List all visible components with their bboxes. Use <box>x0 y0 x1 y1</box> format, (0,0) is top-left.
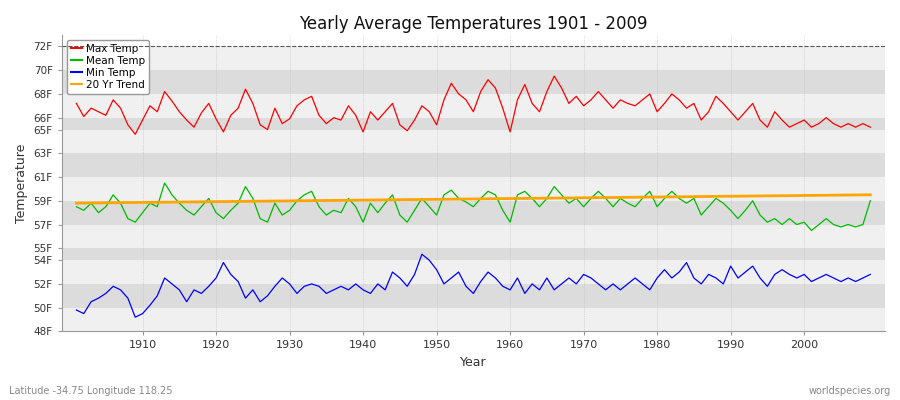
Max Temp <box>512 98 523 102</box>
Bar <box>62 177 885 201</box>
Bar <box>62 118 885 130</box>
Max Temp <box>343 104 354 108</box>
Min Temp <box>71 308 82 312</box>
20 Yr Trend <box>865 192 876 197</box>
Bar <box>62 46 885 70</box>
Bar <box>62 94 885 118</box>
Bar <box>62 70 885 94</box>
Line: Mean Temp: Mean Temp <box>76 183 870 230</box>
20 Yr Trend <box>498 196 508 201</box>
Max Temp <box>549 74 560 78</box>
Bar <box>62 308 885 332</box>
Bar <box>62 130 885 153</box>
Max Temp <box>865 125 876 130</box>
Min Temp <box>130 315 140 320</box>
Min Temp <box>608 282 618 286</box>
20 Yr Trend <box>593 195 604 200</box>
20 Yr Trend <box>292 198 302 203</box>
Mean Temp <box>512 192 523 197</box>
Min Temp <box>299 284 310 289</box>
Legend: Max Temp, Mean Temp, Min Temp, 20 Yr Trend: Max Temp, Mean Temp, Min Temp, 20 Yr Tre… <box>67 40 149 94</box>
Min Temp <box>512 276 523 280</box>
Mean Temp <box>343 196 354 201</box>
20 Yr Trend <box>71 201 82 206</box>
Bar <box>62 201 885 224</box>
Line: 20 Yr Trend: 20 Yr Trend <box>76 195 870 203</box>
Min Temp <box>417 252 428 257</box>
Max Temp <box>137 118 148 122</box>
Y-axis label: Temperature: Temperature <box>15 143 28 223</box>
Bar <box>62 153 885 177</box>
Mean Temp <box>71 204 82 209</box>
20 Yr Trend <box>336 198 346 203</box>
Mean Temp <box>865 198 876 203</box>
Mean Temp <box>299 192 310 197</box>
Max Temp <box>505 130 516 134</box>
Bar <box>62 248 885 260</box>
Bar <box>62 224 885 248</box>
Max Temp <box>130 132 140 137</box>
Mean Temp <box>159 180 170 185</box>
Bar <box>62 284 885 308</box>
Mean Temp <box>806 228 817 233</box>
X-axis label: Year: Year <box>460 356 487 369</box>
Max Temp <box>608 106 618 110</box>
Bar <box>62 260 885 284</box>
Min Temp <box>519 291 530 296</box>
Min Temp <box>343 288 354 292</box>
Title: Yearly Average Temperatures 1901 - 2009: Yearly Average Temperatures 1901 - 2009 <box>299 15 648 33</box>
20 Yr Trend <box>505 196 516 201</box>
Mean Temp <box>505 220 516 224</box>
Text: Latitude -34.75 Longitude 118.25: Latitude -34.75 Longitude 118.25 <box>9 386 173 396</box>
20 Yr Trend <box>130 200 140 205</box>
Min Temp <box>137 311 148 316</box>
Line: Max Temp: Max Temp <box>76 76 870 134</box>
Min Temp <box>865 272 876 277</box>
Text: worldspecies.org: worldspecies.org <box>809 386 891 396</box>
Mean Temp <box>600 196 611 201</box>
Max Temp <box>299 98 310 102</box>
Max Temp <box>71 101 82 106</box>
Mean Temp <box>130 220 140 224</box>
Line: Min Temp: Min Temp <box>76 254 870 317</box>
